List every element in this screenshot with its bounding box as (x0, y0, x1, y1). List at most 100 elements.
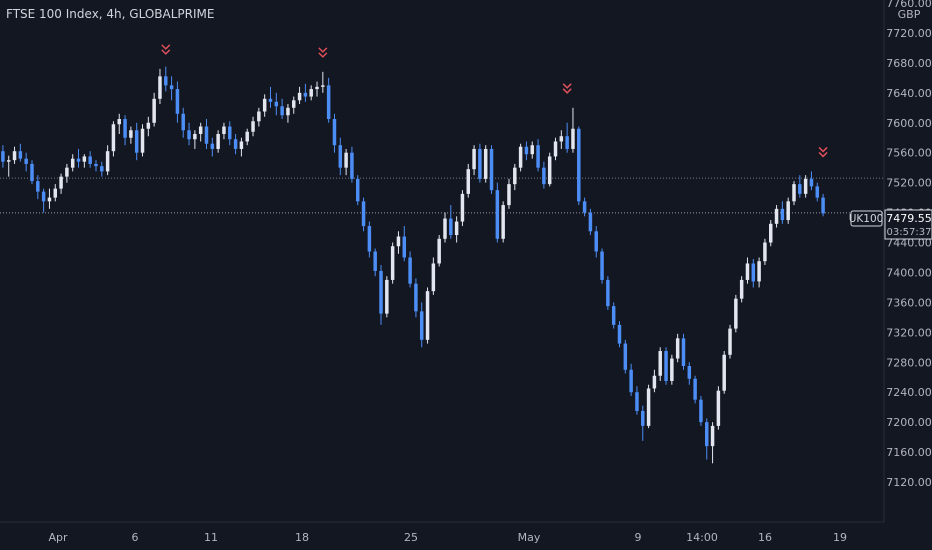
time-tick-label: 6 (132, 531, 139, 544)
candle (315, 81, 319, 97)
candle-body-down (588, 212, 593, 232)
candle (431, 257, 436, 295)
candle (693, 375, 697, 404)
candle (419, 302, 424, 348)
candle-body-down (449, 218, 453, 236)
candle-body-up (739, 279, 744, 299)
candle-body-down (379, 270, 383, 314)
candle (88, 151, 92, 168)
candle-body-up (768, 223, 773, 243)
candle-body-up (710, 425, 715, 447)
candle-body-down (373, 251, 377, 271)
candle-body-up (553, 141, 558, 157)
signal-chevron (318, 52, 328, 58)
chart-legend[interactable]: FTSE 100 Index, 4h, GLOBALPRIME (6, 7, 215, 21)
candle-body-down (681, 338, 686, 367)
time-tick-label: 18 (295, 531, 309, 544)
last-price-label[interactable]: 7479.55 03:57:37 (884, 209, 932, 240)
candle (30, 160, 34, 185)
candle (187, 122, 191, 146)
candle (1, 145, 5, 168)
candle-body-up (466, 169, 471, 194)
candle-body-up (803, 178, 808, 194)
candle-body-up (507, 184, 511, 206)
candle-body-down (280, 106, 284, 116)
candle (18, 143, 23, 162)
candle (245, 128, 249, 146)
candle (582, 197, 587, 217)
candle-body-up (315, 86, 319, 90)
price-tick-label: 7200.00 (886, 416, 932, 429)
candle-body-up (222, 126, 226, 134)
candle (635, 386, 639, 415)
candle-body-up (245, 131, 249, 142)
candle (734, 294, 738, 333)
candle (530, 141, 534, 159)
candle-body-down (181, 113, 185, 131)
candle-body-up (286, 107, 290, 116)
candle (47, 188, 52, 209)
candle-body-up (111, 124, 116, 152)
candle (466, 163, 471, 198)
candle-body-down (123, 119, 127, 138)
candle-body-down (565, 136, 569, 149)
candle-body-down (24, 158, 28, 164)
candle (757, 257, 761, 288)
candle (140, 124, 145, 157)
candle-body-down (809, 178, 814, 187)
candle-body-up (193, 133, 197, 140)
candle-body-up (158, 76, 162, 99)
candle-body-down (76, 158, 81, 162)
candle (547, 152, 552, 187)
candle (460, 190, 465, 227)
candle (670, 354, 674, 385)
candle (309, 85, 313, 101)
candle (350, 146, 354, 183)
candle (373, 248, 377, 277)
candle (472, 145, 476, 176)
candle (664, 347, 668, 385)
candle-body-down (338, 145, 343, 168)
candle (82, 154, 87, 168)
candle (94, 160, 98, 172)
candle-body-down (187, 130, 191, 140)
candle-body-down (664, 351, 668, 381)
candle-body-up (385, 279, 389, 314)
sell-signal-icon (562, 83, 572, 94)
candle-body-down (94, 163, 98, 167)
candle-body-down (204, 126, 209, 144)
price-area[interactable] (0, 177, 884, 214)
candle-body-up (431, 263, 436, 292)
candle (565, 122, 569, 153)
candle (41, 188, 46, 213)
candle-body-down (332, 119, 337, 146)
candle (257, 107, 261, 127)
price-tick-label: 7320.00 (886, 326, 932, 339)
candle-body-up (129, 130, 133, 138)
candle-body-up (53, 188, 58, 198)
candle (228, 121, 232, 146)
candle-body-up (437, 238, 441, 264)
candle-body-up (59, 176, 63, 189)
candle (280, 98, 284, 120)
candle (408, 251, 412, 288)
candle-body-up (146, 122, 151, 129)
price-tick-label: 7520.00 (886, 177, 932, 190)
candle-body-up (152, 98, 156, 123)
symbol-tag[interactable]: UK100 (849, 210, 884, 227)
candle (100, 161, 104, 177)
candle (577, 126, 581, 206)
time-axis[interactable]: Apr 6 11 18 25 May 9 14:00 16 19 (48, 531, 847, 544)
symbol-tag-text: UK100 (849, 213, 884, 225)
candle-body-down (780, 208, 785, 221)
candle (134, 122, 139, 161)
sell-signal-icon (161, 44, 171, 55)
candle (803, 175, 808, 198)
candle-body-up (483, 148, 488, 179)
candle-body-down (326, 85, 331, 120)
candle (483, 145, 488, 183)
candle (425, 287, 430, 344)
last-price-value: 7479.55 (886, 212, 932, 225)
